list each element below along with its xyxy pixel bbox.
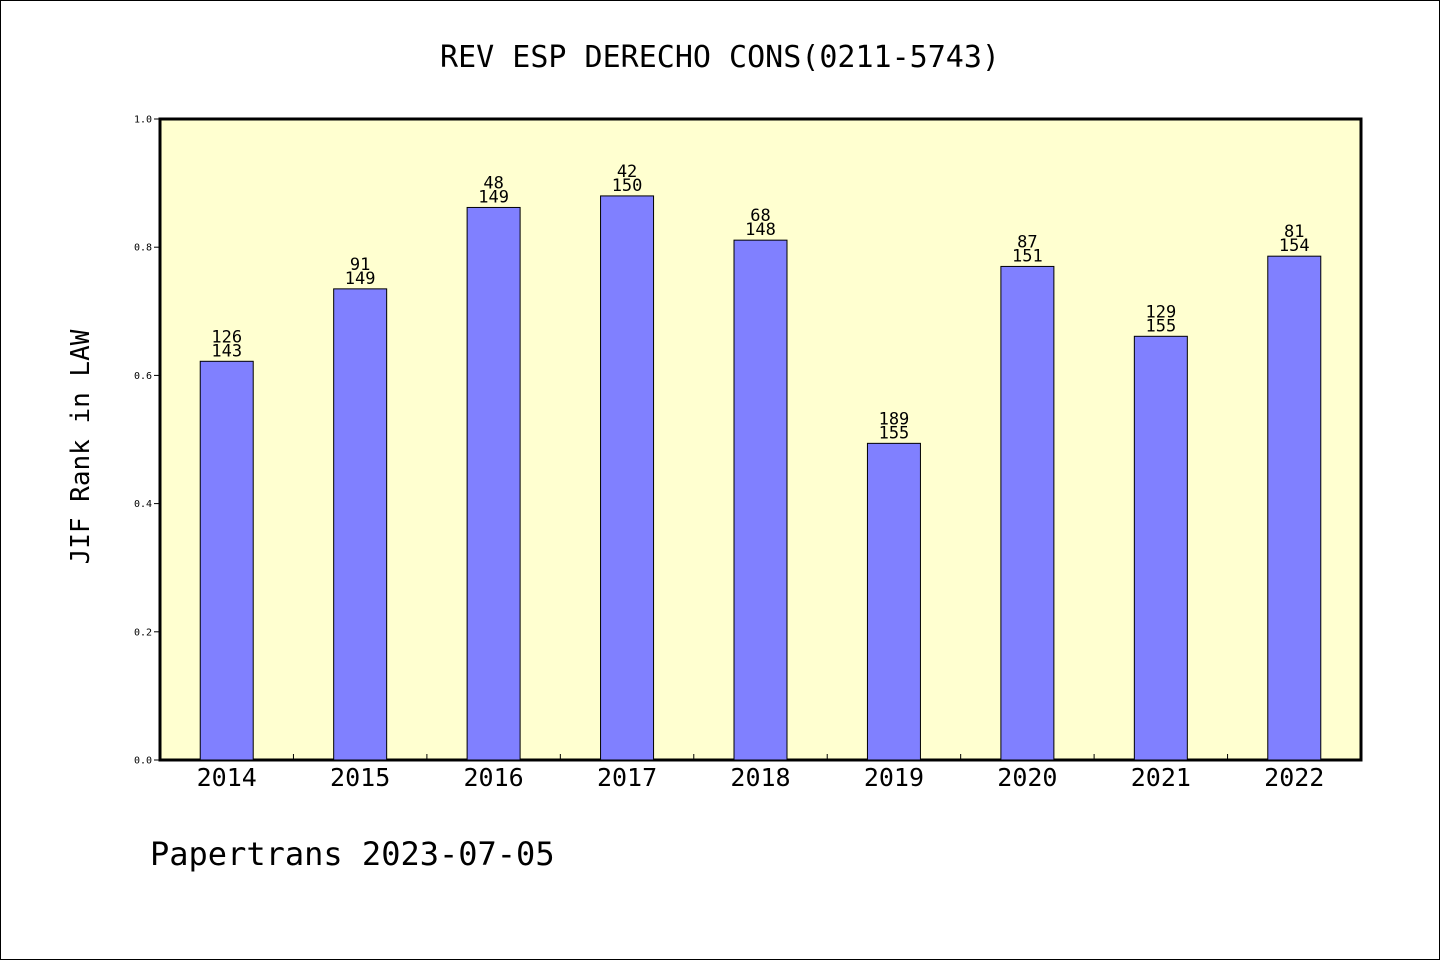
rank-label-2020: 87 [1017, 232, 1037, 252]
bar-2014 [199, 360, 254, 761]
bar-2019 [866, 442, 921, 761]
total-label-2019: 155 [879, 423, 910, 443]
total-label-2017: 150 [612, 176, 643, 196]
x-axis: 2014 2015 2016 2017 2018 2019 2020 2021 2022 [197, 754, 1324, 792]
footer-text: Papertrans 2023-07-05 [150, 835, 555, 873]
y-tick-label: 0.4 [134, 499, 152, 510]
bar-2017 [600, 195, 655, 761]
total-label-2014: 143 [211, 341, 242, 361]
y-tick-label: 1.0 [134, 115, 152, 126]
total-label-2022: 154 [1279, 236, 1310, 256]
y-tick-label: 0.2 [134, 627, 152, 638]
x-tick-label-2015: 2015 [330, 763, 390, 792]
x-tick-label-2017: 2017 [597, 763, 657, 792]
total-label-2021: 155 [1145, 316, 1176, 336]
rank-label-2014: 126 [211, 327, 242, 347]
y-axis: 0.0 0.2 0.4 0.6 0.8 1.0 [134, 115, 160, 767]
x-tick-label-2014: 2014 [197, 763, 257, 792]
total-label-2020: 151 [1012, 246, 1043, 266]
total-label-2016: 149 [478, 187, 509, 207]
y-tick-label: 0.6 [134, 371, 152, 382]
bar-2022 [1267, 255, 1322, 761]
rank-label-2018: 68 [750, 206, 770, 226]
rank-label-2022: 81 [1284, 222, 1304, 242]
rank-label-2019: 189 [879, 409, 910, 429]
data-labels: 1261439114948149421506814818915587151129… [211, 162, 1309, 443]
x-tick-label-2018: 2018 [730, 763, 790, 792]
bar-2021 [1133, 335, 1188, 761]
rank-label-2016: 48 [483, 173, 503, 193]
bars-group [199, 195, 1322, 761]
rank-label-2021: 129 [1145, 302, 1176, 322]
y-tick-label: 0.0 [134, 756, 152, 767]
x-tick-label-2020: 2020 [997, 763, 1057, 792]
bar-2020 [1000, 265, 1055, 761]
total-label-2018: 148 [745, 220, 776, 240]
rank-label-2017: 42 [617, 162, 637, 182]
chart-title: REV ESP DERECHO CONS(0211-5743) [440, 40, 1000, 75]
bar-2015 [333, 288, 388, 761]
y-axis-label: JIF Rank in LAW [66, 329, 96, 564]
x-tick-label-2021: 2021 [1131, 763, 1191, 792]
total-label-2015: 149 [345, 269, 376, 289]
rank-label-2015: 91 [350, 255, 370, 275]
x-tick-label-2019: 2019 [864, 763, 924, 792]
x-tick-label-2022: 2022 [1264, 763, 1324, 792]
bar-2018 [733, 239, 788, 761]
bar-2016 [466, 206, 521, 761]
y-tick-label: 0.8 [134, 243, 152, 254]
x-tick-label-2016: 2016 [464, 763, 524, 792]
